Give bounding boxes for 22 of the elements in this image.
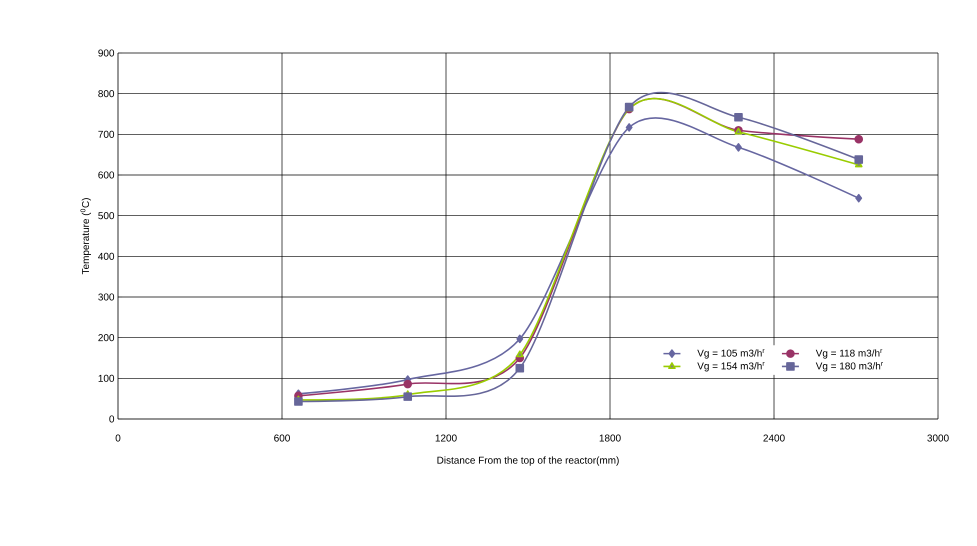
legend-label: Vg = 180 m3/h$^{r}$ (816, 362, 884, 372)
legend-label: Vg = 118 m3/h$^{r}$ (816, 349, 882, 359)
legend-label: Vg = 154 m3/h$^{r}$ (697, 362, 765, 372)
y-tick-label: 200 (98, 334, 114, 342)
y-tick-label: 300 (98, 293, 114, 301)
y-tick-label: 600 (98, 171, 114, 179)
x-tick-label: 1200 (436, 434, 457, 442)
x-tick-label: 2400 (763, 434, 785, 442)
y-tick-label: 800 (98, 90, 114, 98)
x-tick-label: 0 (116, 434, 120, 442)
x-tick-label: 600 (274, 434, 290, 442)
y-tick-label: 0 (109, 415, 114, 423)
y-tick-label: 400 (98, 252, 114, 260)
y-tick-label: 500 (98, 212, 114, 220)
legend-label: Vg = 105 m3/h$^{r}$ (697, 349, 765, 359)
y-axis-title: Temperature ($^{0}$C) (80, 198, 92, 274)
y-tick-label: 700 (98, 130, 114, 138)
x-tick-label: 1800 (600, 434, 621, 442)
x-axis-title: Distance From the top of the reactor(mm) (437, 456, 619, 466)
y-tick-label: 900 (98, 49, 114, 57)
y-tick-label: 100 (98, 374, 114, 382)
x-tick-label: 3000 (927, 434, 949, 442)
